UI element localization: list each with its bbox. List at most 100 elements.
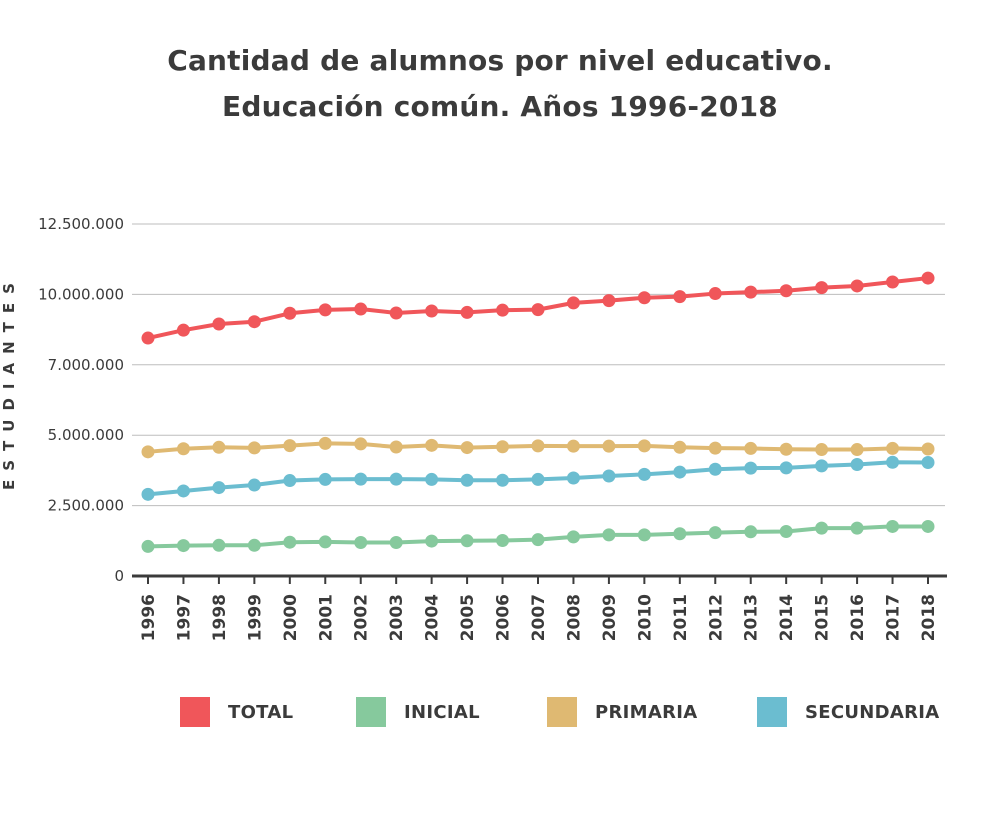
data-point bbox=[850, 521, 864, 535]
data-point bbox=[744, 441, 758, 455]
data-point bbox=[496, 303, 510, 317]
x-tick-label: 2002 bbox=[352, 594, 372, 641]
data-point bbox=[815, 281, 829, 295]
x-tick-label: 1999 bbox=[245, 594, 265, 641]
data-point bbox=[921, 456, 935, 470]
data-point bbox=[496, 440, 510, 454]
y-tick-labels: 0 2.500.000 5.000.000 7.000.000 10.000.000 12… bbox=[38, 215, 124, 585]
data-point bbox=[141, 487, 155, 501]
y-tick-label: 7.000.000 bbox=[48, 356, 124, 374]
data-point bbox=[886, 519, 900, 533]
data-point bbox=[247, 315, 261, 329]
data-point bbox=[460, 305, 474, 319]
data-point bbox=[141, 539, 155, 553]
data-point bbox=[602, 528, 616, 542]
x-axis bbox=[132, 574, 947, 584]
data-point bbox=[176, 442, 190, 456]
data-point bbox=[602, 294, 616, 308]
data-point bbox=[354, 437, 368, 451]
data-point bbox=[283, 474, 297, 488]
data-point bbox=[815, 459, 829, 473]
data-point bbox=[744, 461, 758, 475]
x-tick-label: 2006 bbox=[494, 594, 514, 641]
x-tick-label: 2004 bbox=[423, 594, 443, 641]
data-point bbox=[637, 291, 651, 305]
data-point bbox=[354, 535, 368, 549]
y-tick-label: 12.500.000 bbox=[38, 215, 124, 233]
legend-swatch-inicial bbox=[356, 697, 386, 727]
series-lines bbox=[141, 271, 935, 553]
y-tick-label: 2.500.000 bbox=[48, 497, 124, 515]
data-point bbox=[673, 290, 687, 304]
series-secundaria bbox=[141, 455, 935, 501]
data-point bbox=[673, 440, 687, 454]
data-point bbox=[283, 535, 297, 549]
gridlines bbox=[132, 223, 945, 507]
data-point bbox=[212, 481, 226, 495]
data-point bbox=[779, 284, 793, 298]
data-point bbox=[283, 439, 297, 453]
data-point bbox=[318, 303, 332, 317]
data-point bbox=[708, 287, 722, 301]
data-point bbox=[318, 472, 332, 486]
data-point bbox=[779, 442, 793, 456]
data-point bbox=[850, 443, 864, 457]
data-point bbox=[637, 467, 651, 481]
data-point bbox=[815, 521, 829, 535]
data-point bbox=[673, 465, 687, 479]
legend-item-secundaria: SECUNDARIA bbox=[757, 697, 940, 727]
data-point bbox=[886, 441, 900, 455]
data-point bbox=[531, 472, 545, 486]
data-point bbox=[425, 438, 439, 452]
data-point bbox=[708, 526, 722, 540]
data-point bbox=[247, 478, 261, 492]
series-primaria bbox=[141, 436, 935, 459]
data-point bbox=[425, 304, 439, 318]
data-point bbox=[531, 439, 545, 453]
data-point bbox=[425, 534, 439, 548]
data-point bbox=[566, 530, 580, 544]
x-tick-label: 2010 bbox=[635, 594, 655, 641]
x-tick-label: 2015 bbox=[813, 594, 833, 641]
data-point bbox=[389, 306, 403, 320]
data-point bbox=[176, 539, 190, 553]
data-point bbox=[531, 533, 545, 547]
data-point bbox=[815, 443, 829, 457]
data-point bbox=[566, 439, 580, 453]
x-tick-label: 2005 bbox=[458, 594, 478, 641]
data-point bbox=[602, 469, 616, 483]
x-tick-label: 2013 bbox=[742, 594, 762, 641]
data-point bbox=[318, 436, 332, 450]
data-point bbox=[886, 455, 900, 469]
data-point bbox=[460, 441, 474, 455]
data-point bbox=[850, 279, 864, 293]
y-tick-label: 10.000.000 bbox=[38, 285, 124, 303]
x-tick-label: 2001 bbox=[316, 594, 336, 641]
data-point bbox=[921, 519, 935, 533]
legend-label-inicial: INICIAL bbox=[404, 701, 480, 723]
data-point bbox=[850, 457, 864, 471]
data-point bbox=[141, 331, 155, 345]
x-tick-label: 2014 bbox=[777, 594, 797, 641]
data-point bbox=[176, 484, 190, 498]
data-point bbox=[176, 323, 190, 337]
data-point bbox=[779, 525, 793, 539]
data-point bbox=[602, 439, 616, 453]
legend-label-primaria: PRIMARIA bbox=[595, 701, 698, 723]
data-point bbox=[708, 462, 722, 476]
legend-label-total: TOTAL bbox=[228, 701, 294, 723]
data-point bbox=[318, 535, 332, 549]
data-point bbox=[744, 525, 758, 539]
data-point bbox=[389, 472, 403, 486]
series-inicial bbox=[141, 519, 935, 553]
x-tick-label: 2017 bbox=[884, 594, 904, 641]
data-point bbox=[496, 534, 510, 548]
x-tick-label: 2009 bbox=[600, 594, 620, 641]
data-point bbox=[637, 528, 651, 542]
x-tick-label: 1998 bbox=[210, 594, 230, 641]
legend-swatch-total bbox=[180, 697, 210, 727]
chart-title-line-1: Cantidad de alumnos por nivel educativo. bbox=[167, 44, 833, 77]
data-point bbox=[921, 271, 935, 285]
data-point bbox=[247, 441, 261, 455]
